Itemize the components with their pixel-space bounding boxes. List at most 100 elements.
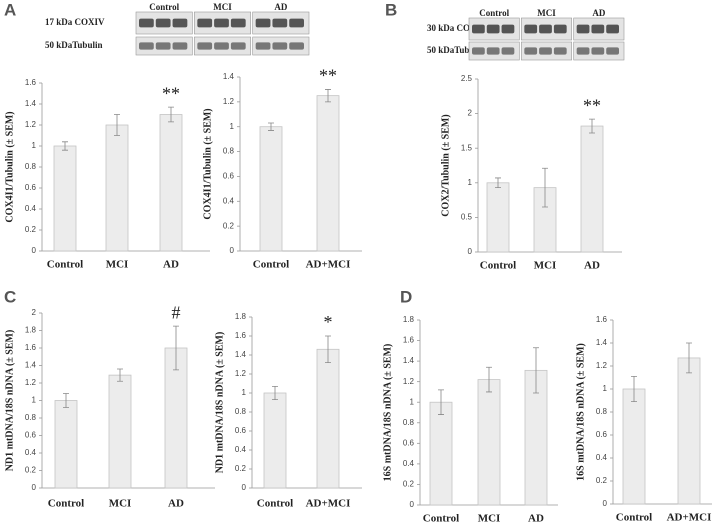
y-tick-label: 0.8 bbox=[235, 407, 247, 416]
bar bbox=[429, 401, 453, 506]
blot-band bbox=[553, 24, 567, 34]
blot-group-label: AD bbox=[274, 2, 287, 12]
y-tick-label: 1.4 bbox=[235, 350, 247, 359]
y-axis-label: ND1 mtDNA/18S nDNA (± SEM) bbox=[214, 332, 225, 474]
y-tick-label: 1 bbox=[410, 397, 415, 406]
significance-mark: * bbox=[324, 312, 333, 332]
panel-label: B bbox=[385, 0, 397, 19]
blot-row-label: 50 kDaTubulin bbox=[427, 45, 484, 55]
y-tick-label: 1.2 bbox=[25, 378, 37, 387]
blot-group-label: MCI bbox=[213, 2, 232, 12]
significance-mark: ** bbox=[583, 95, 601, 115]
blot-band bbox=[139, 18, 154, 28]
y-tick-label: 1 bbox=[32, 396, 37, 405]
blot-band bbox=[197, 42, 213, 50]
error-bar bbox=[631, 375, 637, 403]
y-tick-label: 1.4 bbox=[223, 72, 235, 81]
x-tick-label: Control bbox=[253, 259, 289, 271]
error-bar bbox=[589, 118, 595, 134]
blot-group-label: MCI bbox=[537, 8, 556, 18]
blot-band bbox=[539, 47, 552, 55]
bar bbox=[53, 145, 77, 252]
y-tick-label: 1.4 bbox=[596, 338, 608, 347]
blot-band bbox=[501, 24, 515, 34]
y-tick-label: 2 bbox=[468, 109, 473, 118]
y-tick-label: 0.4 bbox=[403, 459, 415, 468]
blot-band bbox=[591, 47, 605, 55]
blot-band bbox=[255, 18, 271, 28]
y-tick-label: 0.2 bbox=[235, 464, 247, 473]
y-tick-label: 0.4 bbox=[25, 204, 37, 213]
blot-group-label: Control bbox=[149, 2, 179, 12]
blot-band bbox=[289, 42, 304, 50]
x-tick-label: AD bbox=[528, 513, 544, 525]
y-tick-label: 0 bbox=[468, 247, 473, 256]
x-tick-label: AD bbox=[163, 259, 179, 271]
blot-band bbox=[197, 18, 213, 28]
y-tick-label: 1.2 bbox=[223, 97, 235, 106]
blot-band bbox=[576, 24, 590, 34]
y-axis-label: 16S mtDNA/18S nDNA (± SEM) bbox=[382, 344, 393, 482]
y-tick-label: 0.2 bbox=[25, 466, 37, 475]
x-tick-label: Control bbox=[47, 259, 83, 271]
y-tick-label: 0.8 bbox=[403, 418, 415, 427]
y-tick-label: 2.5 bbox=[461, 74, 473, 83]
x-tick-label: AD+MCI bbox=[306, 259, 351, 271]
blot-band bbox=[576, 47, 590, 55]
y-tick-label: 0.5 bbox=[461, 213, 473, 222]
y-tick-label: 1 bbox=[242, 388, 247, 397]
y-tick-label: 1 bbox=[468, 178, 473, 187]
y-axis-label: COX4I1/Tubulin (± SEM) bbox=[202, 108, 213, 219]
y-axis-label: COX2/Tubulin (± SEM) bbox=[440, 114, 451, 216]
y-tick-label: 0.6 bbox=[25, 183, 37, 192]
y-tick-label: 1.4 bbox=[403, 356, 415, 365]
y-axis-label: COX4I1/Tubulin (± SEM) bbox=[4, 111, 15, 222]
x-tick-label: AD bbox=[168, 498, 184, 510]
blot-row-label: 30 kDa COXII bbox=[427, 23, 484, 33]
blot-band bbox=[230, 42, 246, 50]
y-tick-label: 1.2 bbox=[403, 377, 415, 386]
error-bar bbox=[62, 141, 68, 151]
y-tick-label: 0.2 bbox=[25, 225, 37, 234]
x-tick-label: Control bbox=[423, 513, 459, 525]
blot-band bbox=[524, 24, 538, 34]
blot-band bbox=[524, 47, 538, 55]
blot-band bbox=[472, 24, 485, 34]
x-tick-label: MCI bbox=[534, 260, 557, 272]
y-tick-label: 1 bbox=[32, 141, 37, 150]
bar bbox=[108, 374, 132, 489]
bar bbox=[259, 126, 283, 252]
y-tick-label: 2 bbox=[32, 308, 37, 317]
y-tick-label: 0.4 bbox=[25, 448, 37, 457]
y-tick-label: 0.8 bbox=[223, 147, 235, 156]
panel-label: C bbox=[4, 287, 16, 306]
x-tick-label: AD+MCI bbox=[667, 512, 712, 524]
blot-band bbox=[272, 42, 288, 50]
y-tick-label: 1.6 bbox=[25, 78, 37, 87]
blot-band bbox=[172, 42, 188, 50]
blot-band bbox=[501, 47, 515, 55]
bar bbox=[105, 124, 129, 252]
y-tick-label: 1.2 bbox=[235, 369, 247, 378]
y-axis-label: 16S mtDNA/18S nDNA (± SEM) bbox=[575, 343, 586, 481]
bar bbox=[486, 182, 510, 253]
x-tick-label: Control bbox=[616, 512, 652, 524]
y-tick-label: 0.6 bbox=[403, 438, 415, 447]
blot-band bbox=[486, 24, 500, 34]
y-tick-label: 1.6 bbox=[596, 315, 608, 324]
blot-band bbox=[553, 47, 567, 55]
y-tick-label: 1.6 bbox=[235, 331, 247, 340]
blot-band bbox=[472, 47, 485, 55]
blot-band bbox=[214, 18, 229, 28]
y-tick-label: 0.4 bbox=[235, 445, 247, 454]
x-tick-label: AD bbox=[584, 260, 600, 272]
y-tick-label: 1.2 bbox=[25, 120, 37, 129]
y-tick-label: 0.2 bbox=[223, 221, 235, 230]
y-tick-label: 0 bbox=[32, 483, 37, 492]
error-bar bbox=[63, 393, 69, 408]
error-bar bbox=[533, 347, 539, 394]
bar bbox=[263, 392, 287, 489]
error-bar bbox=[325, 89, 331, 103]
bar bbox=[622, 388, 646, 505]
y-tick-label: 1.4 bbox=[25, 361, 37, 370]
